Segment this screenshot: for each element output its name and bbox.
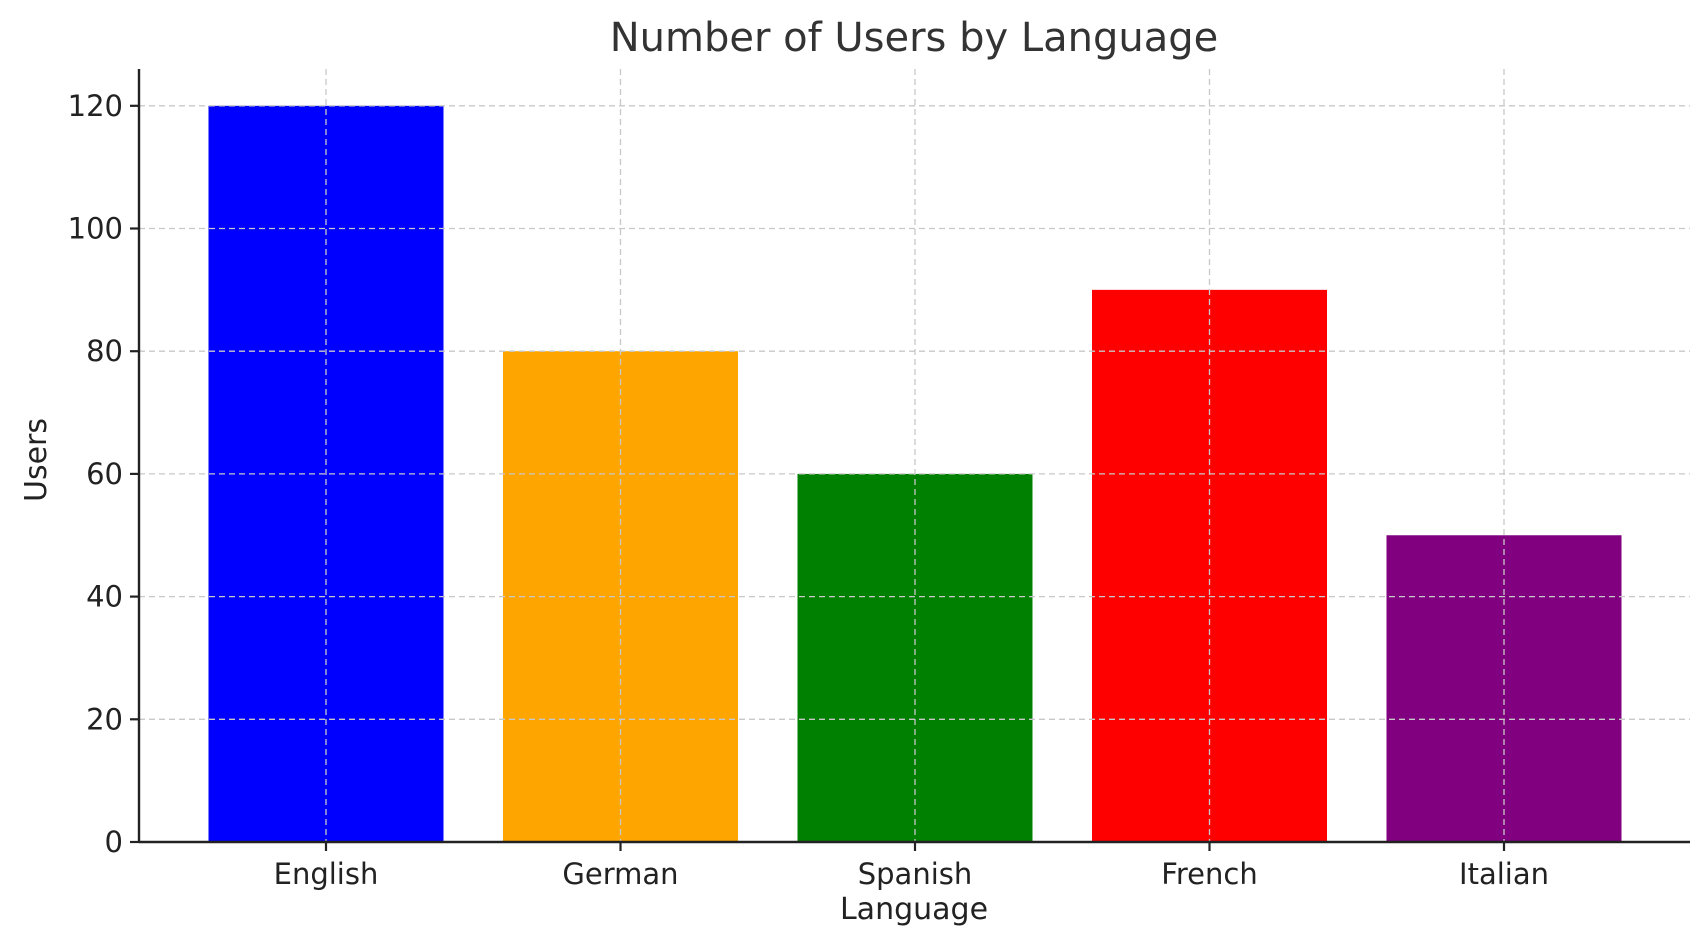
y-tick-label: 100	[68, 212, 123, 246]
x-tick-label: German	[562, 857, 678, 891]
grid-overlay	[139, 69, 1690, 842]
y-tick-label: 80	[86, 334, 123, 368]
x-tick-label: French	[1161, 857, 1257, 891]
y-tick-label: 40	[86, 580, 123, 614]
y-tick-label: 60	[86, 457, 123, 491]
axis-layer: 0 20 40 60 80 100 120 English German Spanish Frenc…	[68, 69, 1690, 891]
x-tick-label: Spanish	[858, 857, 973, 891]
x-tick-label: English	[274, 857, 379, 891]
chart-title: Number of Users by Language	[610, 15, 1219, 61]
y-tick-label: 120	[68, 89, 123, 123]
y-tick-label: 0	[105, 825, 123, 859]
x-tick-label: Italian	[1459, 857, 1549, 891]
x-axis-label: Language	[840, 892, 988, 927]
y-axis-label: Users	[19, 418, 54, 502]
bar-layer	[139, 69, 1690, 843]
y-tick-label: 20	[86, 702, 123, 736]
